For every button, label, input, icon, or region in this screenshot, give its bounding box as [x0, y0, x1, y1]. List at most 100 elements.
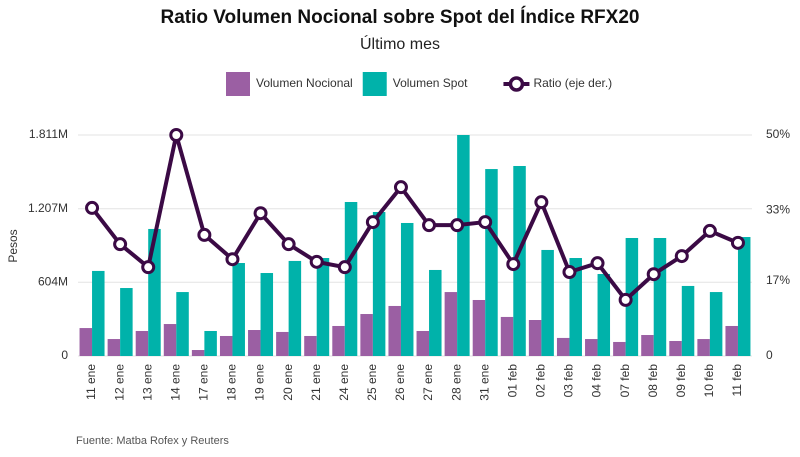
bar — [316, 258, 330, 356]
x-tick-label: 18 ene — [225, 364, 239, 401]
bar — [219, 335, 233, 356]
bar — [163, 324, 177, 356]
bar — [681, 285, 695, 356]
x-tick-label: 21 ene — [309, 364, 323, 401]
x-tick-label: 12 ene — [112, 364, 126, 401]
bar — [204, 330, 217, 356]
bar — [669, 340, 682, 356]
bar — [541, 249, 554, 356]
bar — [120, 288, 133, 356]
ratio-point — [506, 257, 521, 272]
x-tick-label: 19 ene — [253, 364, 267, 401]
y-axis-label: Pesos — [6, 229, 20, 262]
ratio-point — [281, 237, 296, 252]
bar — [148, 228, 161, 356]
bar — [528, 320, 542, 356]
ratio-point — [253, 206, 268, 221]
ratio-point — [730, 235, 745, 250]
bar — [737, 237, 751, 356]
bar — [232, 263, 245, 356]
ratio-point — [618, 292, 633, 307]
x-tick-label: 03 feb — [562, 364, 576, 398]
legend-swatch — [226, 72, 250, 96]
bar — [556, 337, 570, 356]
bar — [388, 305, 401, 356]
chart-title: Ratio Volumen Nocional sobre Spot del Ín… — [161, 6, 640, 28]
bar — [613, 341, 626, 356]
y-tick-label: 0 — [61, 348, 68, 362]
bar — [472, 299, 486, 356]
bar — [288, 260, 302, 356]
legend-label: Volumen Spot — [393, 76, 468, 90]
bar — [444, 292, 458, 356]
x-tick-label: 26 ene — [393, 364, 407, 401]
y-tick-label: 604M — [38, 274, 68, 288]
ratio-point — [674, 249, 689, 264]
ratio-point — [450, 218, 465, 233]
ratio-point — [141, 260, 156, 275]
bar — [248, 330, 261, 356]
bar — [697, 339, 710, 356]
bar — [485, 169, 498, 356]
bar — [304, 335, 317, 356]
bar — [79, 328, 93, 356]
bar — [135, 330, 149, 356]
x-tick-label: 08 feb — [646, 364, 660, 398]
ratio-point — [646, 267, 661, 282]
bar — [332, 325, 345, 356]
bar — [400, 222, 414, 356]
x-tick-label: 11 feb — [730, 364, 744, 397]
ratio-point — [590, 256, 605, 271]
ratio-point — [309, 254, 324, 269]
bar — [569, 258, 582, 356]
ratio-point — [197, 227, 212, 242]
bar — [500, 316, 514, 356]
x-tick-label: 07 feb — [618, 364, 632, 398]
ratio-point — [562, 265, 577, 280]
x-tick-label: 04 feb — [590, 364, 604, 398]
x-tick-label: 24 ene — [337, 364, 351, 401]
bar — [585, 339, 598, 356]
x-tick-label: 11 ene — [84, 364, 98, 400]
ratio-point — [478, 215, 493, 230]
bar — [416, 330, 430, 356]
bar — [653, 237, 667, 356]
y2-tick-label: 17% — [766, 273, 790, 287]
bar — [429, 269, 442, 356]
y2-tick-label: 0 — [766, 348, 773, 362]
x-tick-label: 31 ene — [477, 364, 491, 401]
y2-tick-label: 33% — [766, 202, 790, 216]
x-tick-label: 01 feb — [505, 364, 519, 398]
legend-marker — [508, 76, 525, 92]
x-tick-label: 13 ene — [140, 364, 154, 401]
ratio-point — [337, 260, 352, 275]
bar — [344, 201, 358, 356]
bar — [725, 325, 738, 356]
bar — [107, 339, 121, 356]
x-tick-label: 09 feb — [674, 364, 688, 398]
x-tick-label: 14 ene — [168, 364, 182, 401]
bar — [597, 273, 611, 356]
bar — [457, 135, 470, 356]
legend-label: Ratio (eje der.) — [533, 76, 612, 90]
legend-label: Volumen Nocional — [256, 76, 353, 90]
bar — [360, 314, 373, 356]
bar — [276, 331, 289, 356]
y-tick-label: 1.811M — [29, 127, 68, 141]
x-tick-label: 25 ene — [365, 364, 379, 401]
legend-swatch — [362, 72, 387, 96]
ratio-point — [422, 218, 437, 233]
x-tick-label: 02 feb — [534, 364, 548, 398]
bar — [176, 292, 189, 356]
x-tick-label: 28 ene — [449, 364, 463, 401]
ratio-point — [534, 195, 549, 210]
ratio-point — [702, 223, 717, 238]
x-tick-label: 20 ene — [281, 364, 295, 401]
ratio-line — [90, 133, 739, 302]
ratio-point — [169, 128, 184, 142]
ratio-point — [113, 237, 128, 252]
y-tick-label: 1.207M — [28, 201, 68, 215]
x-tick-label: 17 ene — [197, 364, 211, 401]
bar — [709, 292, 723, 356]
